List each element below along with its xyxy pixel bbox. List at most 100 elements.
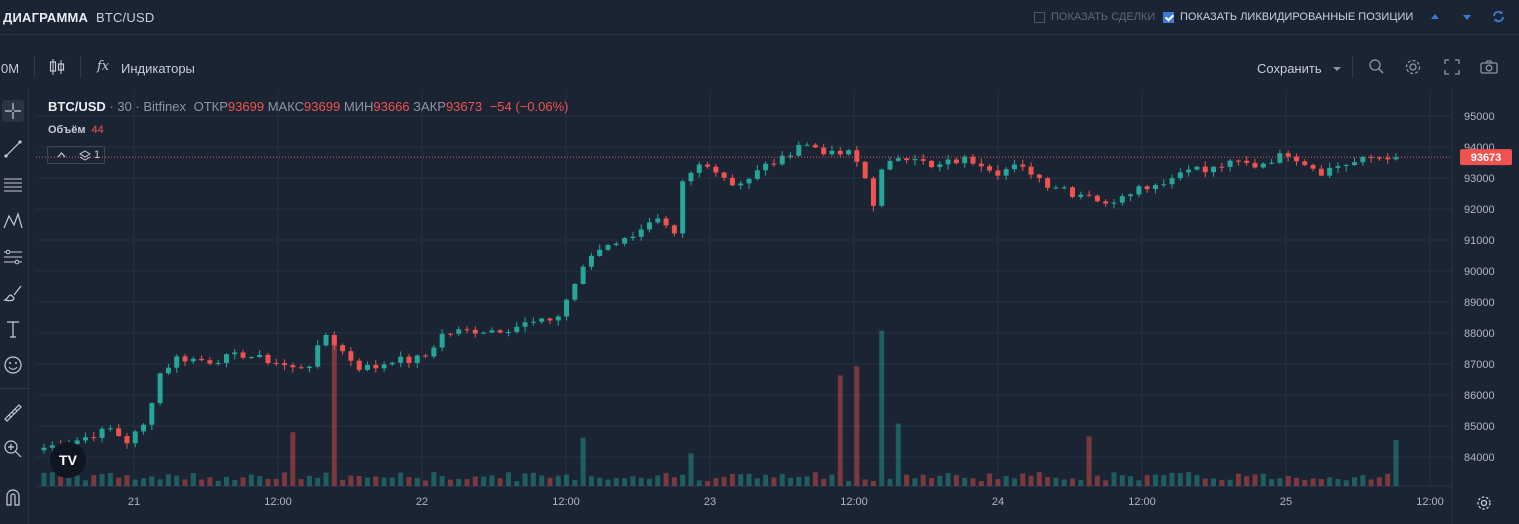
volume-bar [887,478,893,486]
candle-body [987,166,993,171]
volume-bar [423,480,429,486]
volume-bar [306,475,312,486]
candle-body [1177,172,1183,179]
volume-bar [962,477,968,486]
volume-bar [705,480,711,486]
candle-body [1053,187,1059,189]
volume-bar [389,477,395,486]
candle-body [779,155,785,165]
collapse-pane-icon[interactable] [57,151,66,159]
emoji-icon[interactable] [2,354,24,376]
volume-bar [99,473,105,486]
text-tool-icon[interactable] [2,318,24,340]
indicators-icon[interactable]: fx [97,59,110,74]
fib-retracement-icon[interactable] [2,174,24,196]
candle-body [398,356,404,363]
show-liquidated-checkbox[interactable] [1163,11,1174,23]
axis-settings-icon[interactable] [1476,495,1492,511]
candle-body [721,172,727,178]
chart-header: ДИАГРАММА BTC/USD ПОКАЗАТЬ СДЕЛКИ ПОКАЗА… [0,0,1519,35]
interval-button[interactable]: 0M [1,61,20,76]
save-button[interactable]: Сохранить [1257,61,1322,76]
candle-body [995,170,1001,176]
magnet-icon[interactable] [2,486,24,508]
save-menu-chevron-icon[interactable] [1333,67,1341,71]
candles-chart-type-icon[interactable] [48,58,66,76]
candle-body [232,352,238,355]
price-tick-label: 92000 [1464,204,1495,216]
show-liquidated-option[interactable]: ПОКАЗАТЬ ЛИКВИДИРОВАННЫЕ ПОЗИЦИИ [1163,11,1413,23]
candle-body [970,156,976,164]
volume-bar [116,477,122,486]
candle-body [1161,184,1167,186]
candle-body [696,164,702,173]
volume-bar [207,477,213,486]
expand-down-icon[interactable] [1463,15,1471,20]
quick-search-icon[interactable] [1367,58,1385,76]
volume-bar [605,479,611,486]
volume-bar [630,476,636,486]
candle-body [323,334,329,346]
candle-body [1227,160,1233,167]
volume-bar [995,479,1001,486]
chart-title-label: ДИАГРАММА [3,10,89,25]
candle-body [497,330,503,333]
volume-bar [373,476,379,486]
candle-body [1285,153,1291,157]
trend-line-icon[interactable] [2,138,24,160]
candle-body [223,354,229,363]
candle-body [1136,186,1142,195]
pattern-icon[interactable] [2,210,24,232]
chart-toolbar: 0M [0,35,1519,87]
fullscreen-icon[interactable] [1444,59,1460,75]
settings-gear-icon[interactable] [1404,58,1422,76]
volume-bar [1318,478,1324,486]
brush-icon[interactable] [2,282,24,304]
volume-bar [58,476,64,486]
candle-body [1302,161,1308,166]
volume-bar [149,476,155,486]
price-chart[interactable]: 9500094000930009200091000900008900088000… [0,90,1519,524]
volume-bar [788,477,794,486]
price-tick-label: 93000 [1464,173,1495,185]
volume-bar [323,472,329,486]
candle-body [530,321,536,323]
candle-body [1086,194,1092,196]
volume-bar [530,472,536,486]
volume-bar [522,473,528,486]
refresh-icon[interactable] [1492,10,1505,23]
candle-body [796,145,802,156]
candle-body [1211,166,1217,173]
volume-bar [1269,479,1275,486]
candle-body [381,364,387,369]
volume-bar [854,366,860,486]
candle-body [705,164,711,167]
prediction-tools-icon[interactable] [2,246,24,268]
ruler-icon[interactable] [2,402,24,424]
time-axis: 21 12:00 22 12:00 23 12:00 24 12:00 25 12:00 [128,496,1444,508]
zoom-in-icon[interactable] [2,438,24,460]
show-trades-option[interactable]: ПОКАЗАТЬ СДЕЛКИ [1034,11,1155,23]
tradingview-logo[interactable]: TV [50,442,86,478]
indicators-button[interactable]: Индикаторы [121,61,195,76]
volume-bar [1302,479,1308,486]
volume-bar [257,476,263,486]
volume-bar [1103,480,1109,486]
volume-bar [796,476,802,486]
crosshair-icon[interactable] [2,100,24,122]
volume-bar [223,476,229,486]
volume-bar [1244,476,1250,486]
screenshot-camera-icon[interactable] [1480,59,1498,75]
candle-body [1343,165,1349,167]
volume-bar [688,453,694,486]
candle-body [555,316,561,321]
candle-body [431,347,437,357]
show-trades-checkbox[interactable] [1034,11,1045,23]
volume-bar [215,480,221,486]
collapse-up-icon[interactable] [1431,14,1439,19]
volume-bar [49,472,55,486]
candle-body [331,334,337,346]
candle-body [663,218,669,226]
time-tick-label: 24 [992,496,1004,508]
pane-controls[interactable]: 1 [47,146,105,164]
